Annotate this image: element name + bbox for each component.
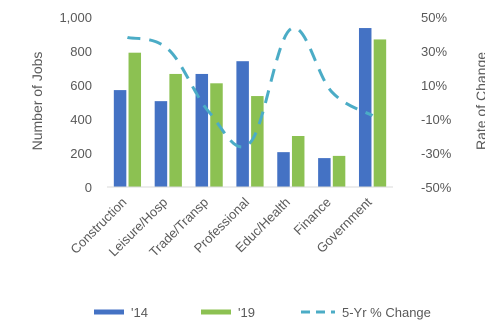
bar-19-finance (332, 155, 346, 187)
legend-label-5yr-change: 5-Yr % Change (342, 305, 431, 320)
bar-19-leisure-hosp (169, 73, 182, 187)
bar-19-construction (128, 52, 142, 188)
y-left-tick-label: 600 (70, 78, 92, 93)
series-line-5yr-change (127, 26, 374, 149)
y-left-tick-label: 1,000 (59, 10, 92, 25)
y-axis-left-ticks: 0 200 400 600 800 1,000 (59, 10, 92, 195)
y-axis-right-ticks: -50% -30% -10% 10% 30% 50% (421, 10, 452, 195)
y-right-tick-label: 10% (421, 78, 447, 93)
bar-14-professional (236, 61, 249, 188)
bar-19-educ-health (291, 136, 305, 187)
y-right-tick-label: -10% (421, 112, 452, 127)
bar-14-educ-health (277, 152, 290, 187)
bar-14-government (358, 28, 372, 187)
bars (113, 28, 387, 188)
legend: '14 '19 5-Yr % Change (94, 305, 431, 320)
legend-label-19: '19 (238, 305, 255, 320)
bar-14-construction (113, 90, 127, 187)
y-left-tick-label: 800 (70, 44, 92, 59)
bar-14-trade-transp (195, 73, 209, 187)
x-axis-labels: ConstructionLeisure/HospTrade/TranspProf… (67, 194, 375, 259)
bar-19-government (373, 39, 387, 187)
y-axis-left-title: Number of Jobs (29, 52, 45, 151)
y-right-tick-label: -30% (421, 146, 452, 161)
legend-label-14: '14 (131, 305, 148, 320)
bar-19-trade-transp (210, 83, 223, 187)
y-right-tick-label: -50% (421, 180, 452, 195)
y-right-tick-label: 50% (421, 10, 447, 25)
y-left-tick-label: 200 (70, 146, 92, 161)
bar-14-leisure-hosp (154, 101, 168, 187)
y-right-tick-label: 30% (421, 44, 447, 59)
bar-19-professional (251, 96, 264, 187)
y-left-tick-label: 0 (85, 180, 92, 195)
y-axis-right-title: Rate of Change (473, 52, 485, 150)
y-left-tick-label: 400 (70, 112, 92, 127)
bar-14-finance (318, 158, 331, 187)
